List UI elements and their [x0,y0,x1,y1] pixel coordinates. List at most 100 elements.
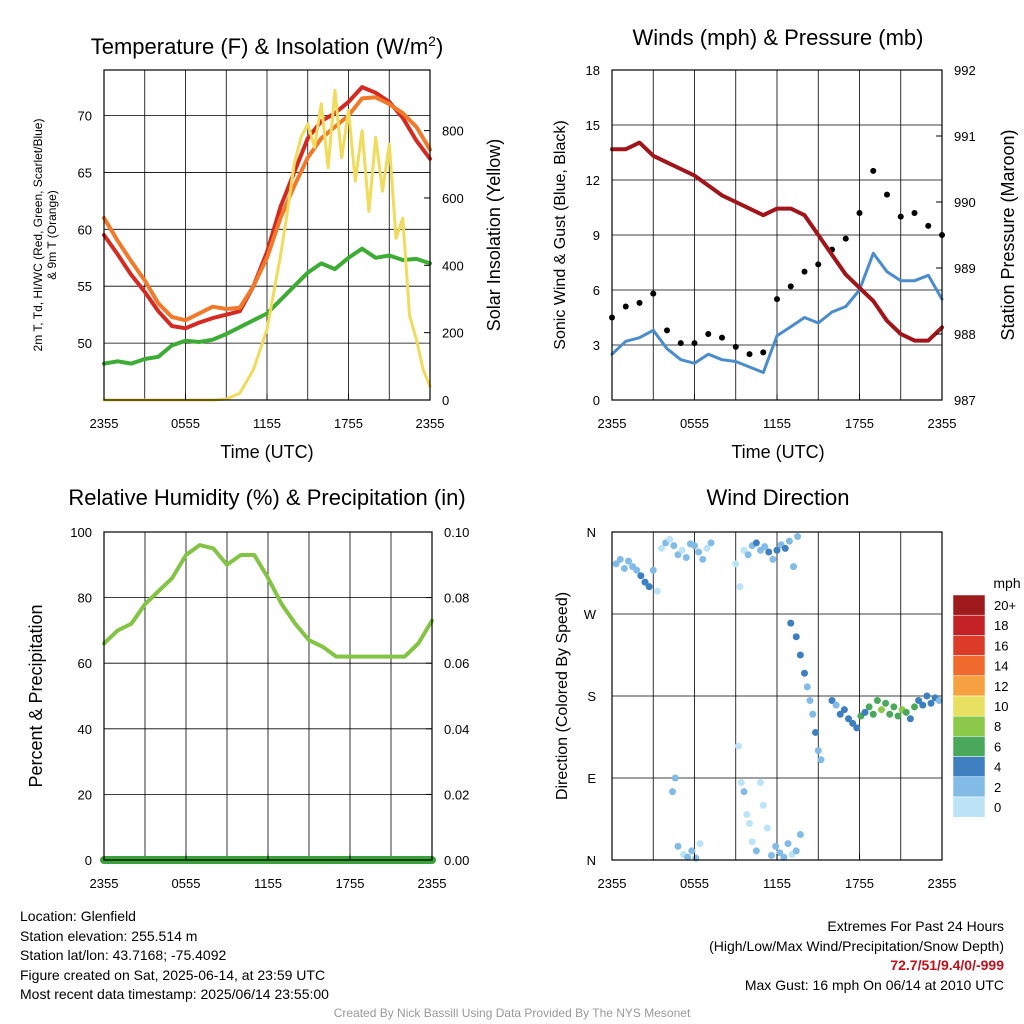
direction-point [757,779,764,787]
y-tick-label: E [587,771,596,786]
direction-point [828,697,836,705]
gust-point [636,299,643,306]
direction-point [814,747,822,755]
gust-point [911,210,918,216]
x-tick-label: 0555 [172,876,201,891]
gust-point [760,349,767,356]
temperature-xlabel: Time (UTC) [220,442,313,462]
extremes-values: 72.7/51/9.4/0/-999 [890,957,1004,974]
direction-point [812,728,819,736]
direction-point [637,572,645,580]
direction-point [796,651,804,659]
winds-y2label: Station Pressure (Maroon) [998,129,1018,340]
direction-point [671,774,679,782]
direction-point [691,542,698,550]
colorbar-swatch [952,796,986,818]
direction-point [935,697,943,705]
direction-point [748,838,756,846]
y-tick-label: 50 [78,336,92,351]
x-tick-label: 1155 [763,876,791,891]
wind-direction-grid [612,532,942,860]
direction-point [625,557,632,565]
direction-point [746,820,753,828]
x-tick-label: 1755 [845,876,874,891]
direction-point [674,551,682,559]
temperature-ticks: 2355 0555 1155 1755 2355 50 55 60 65 70 0 200 400 600… [78,109,464,431]
gust-point [691,340,698,347]
direction-point [763,824,771,832]
x-tick-label: 2355 [928,416,957,431]
y2-tick-label: 0.04 [444,722,469,737]
wind-direction-ylabel: Direction (Colored By Speed) [554,592,571,800]
y-tick-label: 18 [586,63,600,78]
y2-tick-label: 987 [954,393,976,408]
colorbar-label: 10 [994,699,1008,714]
y2-tick-label: 988 [954,327,976,342]
y-tick-label: S [587,689,596,704]
figure-created-text: Figure created on Sat, 2025-06-14, at 23… [20,966,326,983]
direction-point [817,756,825,764]
x-tick-label: 1755 [845,416,874,431]
colorbar-swatch [952,776,986,798]
x-tick-label: 0555 [171,416,200,431]
direction-point [666,535,674,543]
direction-point [840,706,848,714]
colorbar-swatch [952,715,986,737]
direction-point [735,742,742,750]
x-tick-label: 2355 [90,876,119,891]
colorbar-swatch [952,736,986,757]
direction-point [641,578,649,586]
direction-point [776,849,784,857]
direction-point [669,788,676,796]
winds-xlabel: Time (UTC) [731,442,824,462]
direction-point [736,583,744,591]
y-tick-label: 60 [78,222,92,237]
gust-point [746,351,753,358]
y2-tick-label: 991 [954,129,976,144]
x-tick-label: 1755 [334,416,363,431]
series-line [102,88,432,402]
direction-point [678,546,686,554]
direction-point [688,847,696,855]
colorbar-label: 16 [994,638,1008,653]
colorbar-label: 4 [994,760,1001,775]
direction-point [792,847,800,855]
direction-point [801,669,808,677]
series-line [102,95,432,323]
x-tick-label: 0555 [680,416,709,431]
direction-point [911,703,918,711]
gust-point [677,340,684,347]
y-tick-label: 6 [593,283,600,298]
gust-point [801,268,808,275]
colorbar-unit: mph [993,575,1020,591]
direction-point [744,551,752,559]
direction-point [682,554,690,562]
y2-tick-label: 400 [442,258,464,273]
location-text: Location: Glenfield [20,908,136,924]
direction-point [803,683,811,691]
y2-tick-label: 600 [442,191,464,206]
direction-point [761,543,769,551]
direction-point [759,801,767,809]
winds-panel: Winds (mph) & Pressure (mb) 2355 0555 1155… [552,25,1018,462]
speed-colorbar: 20+ 18 16 14 12 10 8 6 4 2 0 [952,594,1016,818]
direction-point [699,555,707,563]
temperature-ylabel-line2: & 9m T (Orange) [45,190,59,280]
direction-point [752,539,760,547]
temperature-title: Temperature (F) & Insolation (W/m2) [91,33,444,59]
direction-point [890,703,898,711]
x-tick-label: 1155 [253,416,281,431]
extremes-info: Extremes For Past 24 Hours (High/Low/Max… [709,917,1004,995]
y2-tick-label: 0.02 [444,787,469,802]
y-tick-label: 0 [85,853,92,868]
direction-point [703,544,711,552]
y-tick-label: W [584,607,597,622]
gust-point [884,191,890,198]
wind-direction-panel: Wind Direction 2355 0555 1155 1755 2355NESWN… [554,485,1021,891]
direction-point [919,701,927,709]
direction-point [886,710,894,718]
y2-tick-label: 0.06 [444,656,469,671]
direction-point [674,842,682,850]
y2-tick-label: 0.00 [444,853,469,868]
y-tick-label: 15 [586,118,600,133]
